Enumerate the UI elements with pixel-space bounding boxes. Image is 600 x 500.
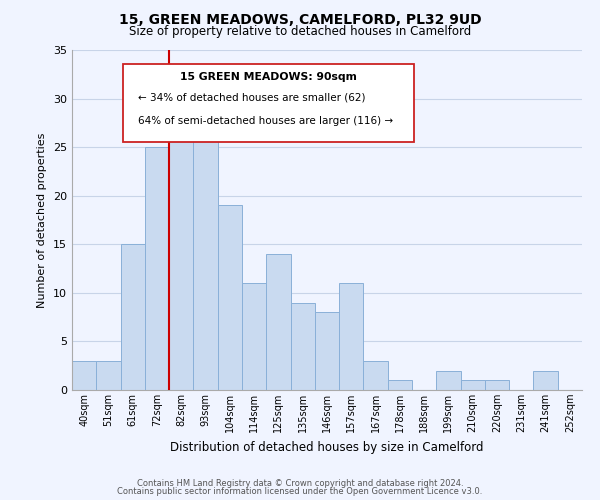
Bar	[461, 380, 485, 390]
Bar	[72, 361, 96, 390]
Y-axis label: Number of detached properties: Number of detached properties	[37, 132, 47, 308]
Text: ← 34% of detached houses are smaller (62): ← 34% of detached houses are smaller (62…	[139, 92, 366, 102]
Bar	[388, 380, 412, 390]
Bar	[315, 312, 339, 390]
Bar	[218, 206, 242, 390]
Bar	[436, 370, 461, 390]
Bar	[145, 147, 169, 390]
Bar	[339, 283, 364, 390]
Text: Contains HM Land Registry data © Crown copyright and database right 2024.: Contains HM Land Registry data © Crown c…	[137, 478, 463, 488]
Bar	[485, 380, 509, 390]
Bar	[266, 254, 290, 390]
X-axis label: Distribution of detached houses by size in Camelford: Distribution of detached houses by size …	[170, 440, 484, 454]
Bar	[242, 283, 266, 390]
Bar	[533, 370, 558, 390]
Bar	[290, 302, 315, 390]
Bar	[193, 138, 218, 390]
Text: Size of property relative to detached houses in Camelford: Size of property relative to detached ho…	[129, 25, 471, 38]
FancyBboxPatch shape	[123, 64, 414, 142]
Bar	[364, 361, 388, 390]
Bar	[169, 128, 193, 390]
Bar	[121, 244, 145, 390]
Text: Contains public sector information licensed under the Open Government Licence v3: Contains public sector information licen…	[118, 487, 482, 496]
Text: 15, GREEN MEADOWS, CAMELFORD, PL32 9UD: 15, GREEN MEADOWS, CAMELFORD, PL32 9UD	[119, 12, 481, 26]
Bar	[96, 361, 121, 390]
Text: 15 GREEN MEADOWS: 90sqm: 15 GREEN MEADOWS: 90sqm	[180, 72, 357, 82]
Text: 64% of semi-detached houses are larger (116) →: 64% of semi-detached houses are larger (…	[139, 116, 394, 126]
